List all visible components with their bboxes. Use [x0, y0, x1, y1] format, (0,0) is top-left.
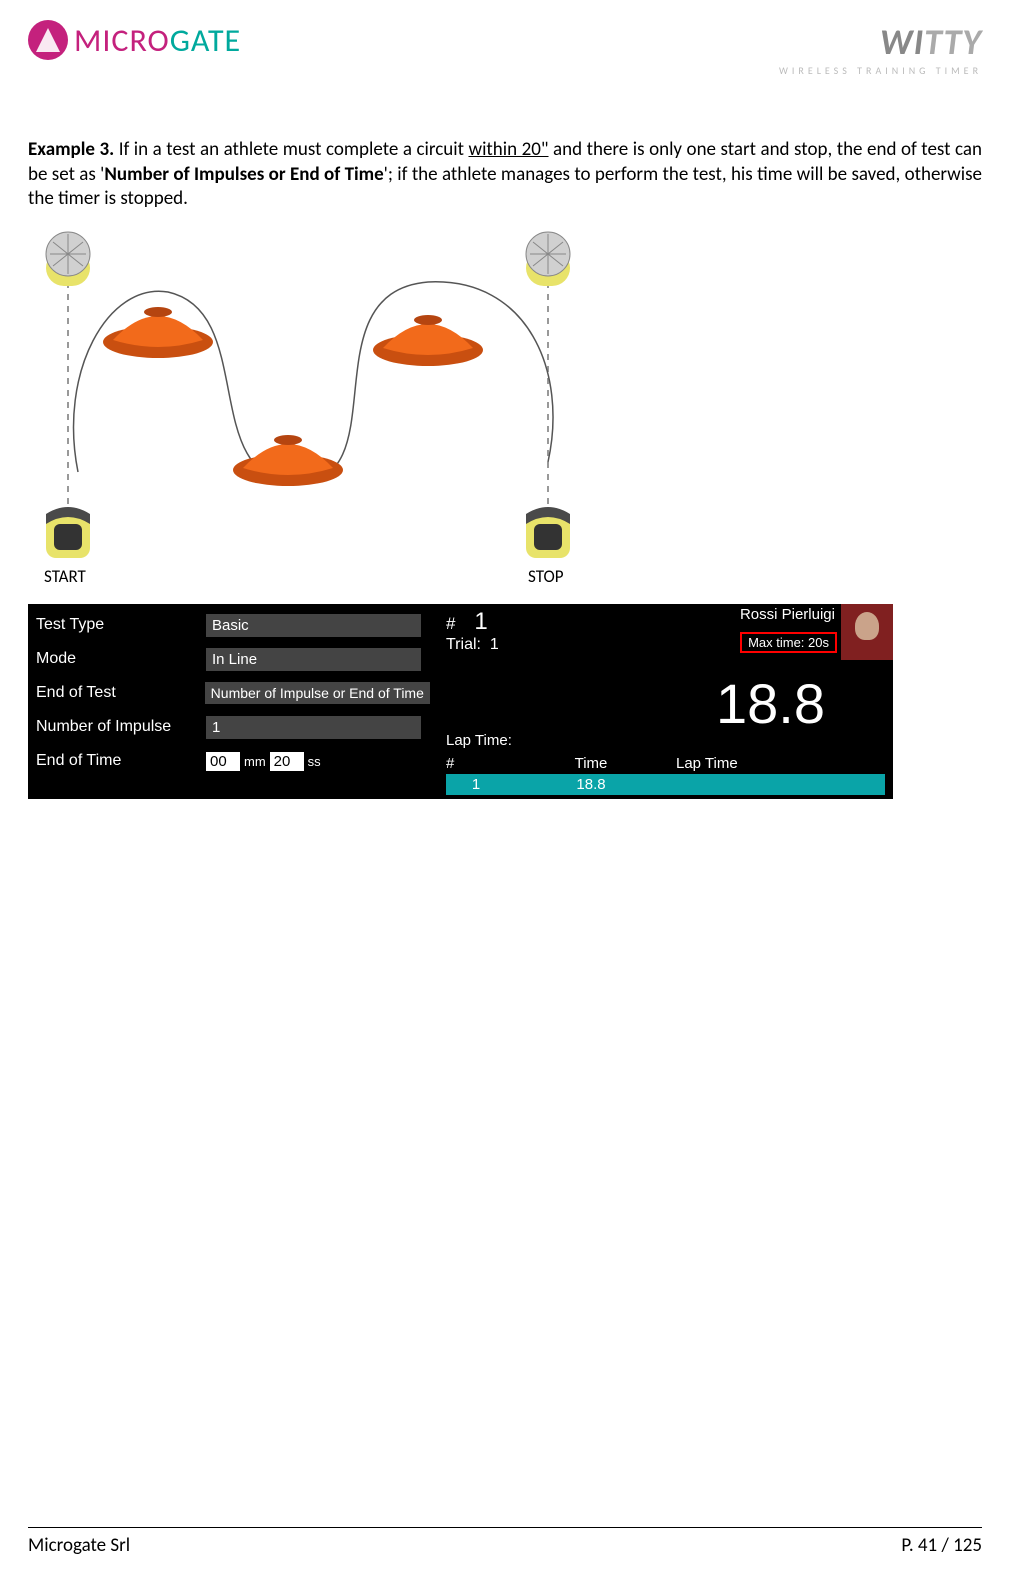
seconds-input[interactable]: 20 [270, 752, 304, 771]
trial-value: 1 [490, 636, 499, 653]
lap-cell-time: 18.8 [506, 774, 676, 795]
lap-table-row: 1 18.8 [446, 774, 885, 795]
lap-table-header: # Time Lap Time [446, 753, 885, 774]
cone-icon [373, 315, 483, 366]
example-paragraph: Example 3. If in a test an athlete must … [28, 138, 982, 212]
witty-logo: WITTY WIRELESS TRAINING TIMER [779, 20, 982, 77]
main-time-display: 18.8 [446, 676, 885, 732]
result-panel: # 1 Trial: 1 Rossi Pierluigi Max time: 2… [438, 604, 893, 799]
num-impulse-row: Number of Impulse 1 [36, 710, 430, 744]
witty-wordmark: WITTY [779, 20, 982, 64]
page-header: MICROGATE WITTY WIRELESS TRAINING TIMER [28, 20, 982, 90]
trial-label: Trial: [446, 636, 481, 653]
end-of-test-label: End of Test [36, 684, 205, 702]
cone-icon [233, 435, 343, 486]
start-gate-icon [46, 507, 90, 558]
cone-icon [103, 307, 213, 358]
page-footer: Microgate Srl P. 41 / 125 [28, 1527, 982, 1557]
lap-header-time: Time [506, 753, 676, 774]
lap-header-num: # [446, 753, 506, 774]
start-label: START [44, 566, 86, 587]
stop-photocell-icon [526, 232, 570, 286]
num-impulse-label: Number of Impulse [36, 718, 206, 736]
mode-label: Mode [36, 650, 206, 668]
test-type-select[interactable]: Basic [206, 614, 421, 637]
lap-cell-num: 1 [446, 774, 506, 795]
diagram-svg [28, 222, 668, 602]
stop-label: STOP [528, 566, 564, 587]
brand-gate: GATE [170, 21, 241, 60]
test-type-label: Test Type [36, 616, 206, 634]
minutes-input[interactable]: 00 [206, 752, 240, 771]
microgate-logo: MICROGATE [28, 20, 241, 60]
test-type-row: Test Type Basic [36, 608, 430, 642]
settings-panel: Test Type Basic Mode In Line End of Test… [28, 604, 438, 799]
witty-subtitle: WIRELESS TRAINING TIMER [779, 64, 982, 77]
footer-company: Microgate Srl [28, 1534, 130, 1557]
example-lead: Example 3. [28, 138, 114, 161]
circuit-diagram: START STOP [28, 222, 668, 602]
stop-gate-icon [526, 507, 570, 558]
microgate-icon [28, 20, 68, 60]
hash-label: # [446, 614, 455, 633]
end-of-time-label: End of Time [36, 752, 206, 770]
start-photocell-icon [46, 232, 90, 286]
brand-micro: MICRO [74, 21, 170, 60]
mode-row: Mode In Line [36, 642, 430, 676]
end-of-test-select[interactable]: Number of Impulse or End of Time [205, 682, 430, 704]
end-of-test-row: End of Test Number of Impulse or End of … [36, 676, 430, 710]
minutes-unit: mm [244, 754, 266, 769]
end-of-time-row: End of Time 00 mm 20 ss [36, 744, 430, 778]
max-time-badge: Max time: 20s [740, 632, 837, 653]
athlete-name: Rossi Pierluigi [740, 606, 835, 623]
num-impulse-input[interactable]: 1 [206, 716, 421, 739]
seconds-unit: ss [308, 754, 321, 769]
microgate-wordmark: MICROGATE [74, 21, 241, 60]
lap-header-laptime: Lap Time [676, 753, 885, 774]
lap-cell-laptime [676, 774, 885, 795]
footer-page: P. 41 / 125 [901, 1534, 982, 1557]
device-screenshot: Test Type Basic Mode In Line End of Test… [28, 604, 893, 799]
hash-value: 1 [474, 608, 487, 635]
avatar-icon [841, 604, 893, 660]
mode-select[interactable]: In Line [206, 648, 421, 671]
